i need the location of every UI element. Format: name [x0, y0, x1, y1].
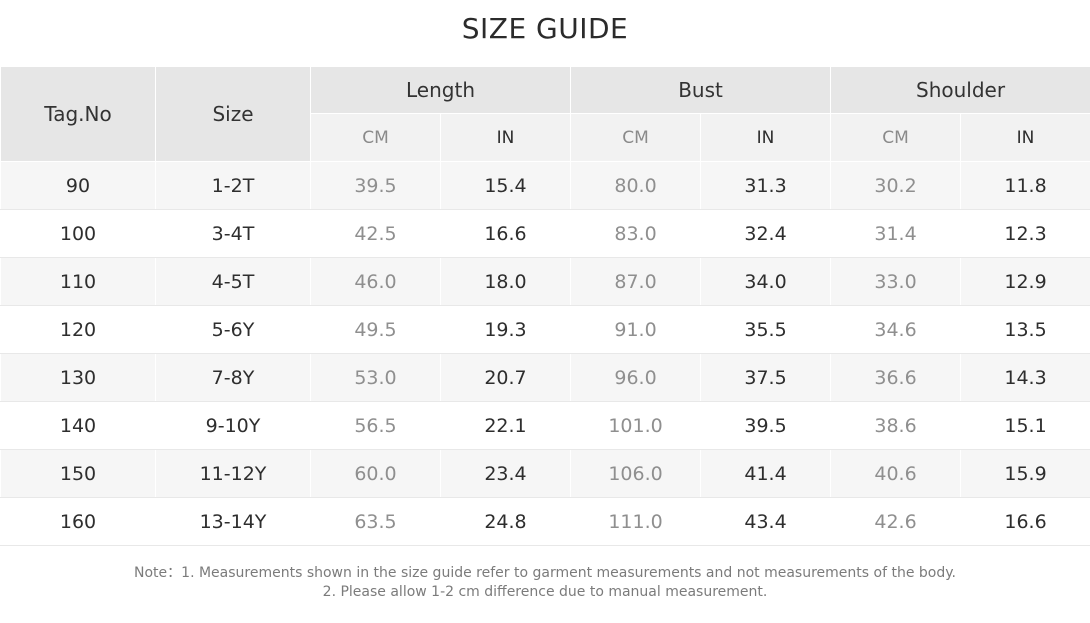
cell-shoulder-cm: 36.6 [830, 353, 962, 402]
subheader-length-in: IN [439, 113, 572, 162]
size-table: Tag.No Size Length Bust Shoulder CM IN C… [0, 66, 1090, 546]
cell-length-in: 23.4 [439, 449, 572, 498]
cell-tag-no: 130 [0, 353, 156, 402]
cell-length-cm: 56.5 [310, 401, 441, 450]
page-title: SIZE GUIDE [461, 12, 629, 45]
table-body: 90 1-2T 39.5 15.4 80.0 31.3 30.2 11.8 10… [0, 161, 1090, 546]
cell-shoulder-in: 12.9 [960, 257, 1090, 306]
cell-bust-in: 34.0 [700, 257, 832, 306]
table-row: 110 4-5T 46.0 18.0 87.0 34.0 33.0 12.9 [0, 257, 1090, 306]
footnote-line-1: Note：1. Measurements shown in the size g… [134, 565, 956, 581]
table-row: 130 7-8Y 53.0 20.7 96.0 37.5 36.6 14.3 [0, 353, 1090, 402]
subheader-length-cm: CM [310, 113, 441, 162]
footnote: Note：1. Measurements shown in the size g… [0, 564, 1090, 602]
table-row: 100 3-4T 42.5 16.6 83.0 32.4 31.4 12.3 [0, 209, 1090, 258]
cell-size: 11-12Y [155, 449, 311, 498]
cell-shoulder-cm: 38.6 [830, 401, 962, 450]
cell-length-cm: 42.5 [310, 209, 441, 258]
cell-shoulder-in: 15.9 [960, 449, 1090, 498]
header-shoulder: Shoulder [830, 66, 1090, 114]
cell-shoulder-in: 11.8 [960, 161, 1090, 210]
table-header: Tag.No Size Length Bust Shoulder CM IN C… [0, 66, 1090, 162]
cell-length-in: 16.6 [439, 209, 572, 258]
cell-tag-no: 110 [0, 257, 156, 306]
cell-length-in: 18.0 [439, 257, 572, 306]
cell-tag-no: 120 [0, 305, 156, 354]
cell-size: 13-14Y [155, 497, 311, 546]
cell-bust-in: 35.5 [700, 305, 832, 354]
header-length: Length [309, 66, 572, 114]
cell-length-cm: 46.0 [310, 257, 441, 306]
table-row: 120 5-6Y 49.5 19.3 91.0 35.5 34.6 13.5 [0, 305, 1090, 354]
table-row: 160 13-14Y 63.5 24.8 111.0 43.4 42.6 16.… [0, 497, 1090, 546]
cell-shoulder-in: 16.6 [960, 497, 1090, 546]
cell-bust-in: 43.4 [700, 497, 832, 546]
cell-bust-cm: 80.0 [570, 161, 702, 210]
cell-bust-cm: 83.0 [570, 209, 702, 258]
cell-bust-in: 41.4 [700, 449, 832, 498]
cell-bust-cm: 101.0 [570, 401, 702, 450]
subheader-bust-in: IN [700, 113, 832, 162]
cell-shoulder-in: 15.1 [960, 401, 1090, 450]
table-row: 90 1-2T 39.5 15.4 80.0 31.3 30.2 11.8 [0, 161, 1090, 210]
cell-bust-cm: 91.0 [570, 305, 702, 354]
cell-length-cm: 63.5 [310, 497, 441, 546]
cell-length-cm: 60.0 [310, 449, 441, 498]
cell-size: 4-5T [155, 257, 311, 306]
cell-shoulder-cm: 33.0 [830, 257, 962, 306]
subheader-bust-cm: CM [570, 113, 702, 162]
table-row: 140 9-10Y 56.5 22.1 101.0 39.5 38.6 15.1 [0, 401, 1090, 450]
subheader-shoulder-cm: CM [830, 113, 962, 162]
cell-tag-no: 100 [0, 209, 156, 258]
cell-bust-in: 37.5 [700, 353, 832, 402]
header-tag-no: Tag.No [0, 66, 156, 162]
header-bust: Bust [570, 66, 832, 114]
cell-bust-in: 31.3 [700, 161, 832, 210]
cell-bust-cm: 87.0 [570, 257, 702, 306]
subheader-shoulder-in: IN [960, 113, 1090, 162]
cell-shoulder-cm: 34.6 [830, 305, 962, 354]
cell-tag-no: 160 [0, 497, 156, 546]
cell-shoulder-in: 14.3 [960, 353, 1090, 402]
cell-bust-cm: 106.0 [570, 449, 702, 498]
footnote-line-2: 2. Please allow 1-2 cm difference due to… [322, 584, 768, 600]
cell-shoulder-cm: 31.4 [830, 209, 962, 258]
cell-length-cm: 49.5 [310, 305, 441, 354]
cell-size: 5-6Y [155, 305, 311, 354]
cell-length-in: 22.1 [439, 401, 572, 450]
cell-size: 7-8Y [155, 353, 311, 402]
header-size: Size [155, 66, 311, 162]
cell-length-cm: 39.5 [310, 161, 441, 210]
cell-length-cm: 53.0 [310, 353, 441, 402]
cell-size: 1-2T [155, 161, 311, 210]
cell-length-in: 15.4 [439, 161, 572, 210]
cell-length-in: 19.3 [439, 305, 572, 354]
cell-length-in: 24.8 [439, 497, 572, 546]
cell-tag-no: 150 [0, 449, 156, 498]
cell-tag-no: 90 [0, 161, 156, 210]
cell-bust-cm: 111.0 [570, 497, 702, 546]
cell-shoulder-in: 12.3 [960, 209, 1090, 258]
cell-bust-cm: 96.0 [570, 353, 702, 402]
cell-shoulder-cm: 42.6 [830, 497, 962, 546]
cell-size: 9-10Y [155, 401, 311, 450]
cell-shoulder-cm: 40.6 [830, 449, 962, 498]
cell-tag-no: 140 [0, 401, 156, 450]
cell-size: 3-4T [155, 209, 311, 258]
cell-length-in: 20.7 [439, 353, 572, 402]
cell-bust-in: 39.5 [700, 401, 832, 450]
cell-shoulder-in: 13.5 [960, 305, 1090, 354]
cell-bust-in: 32.4 [700, 209, 832, 258]
cell-shoulder-cm: 30.2 [830, 161, 962, 210]
table-row: 150 11-12Y 60.0 23.4 106.0 41.4 40.6 15.… [0, 449, 1090, 498]
